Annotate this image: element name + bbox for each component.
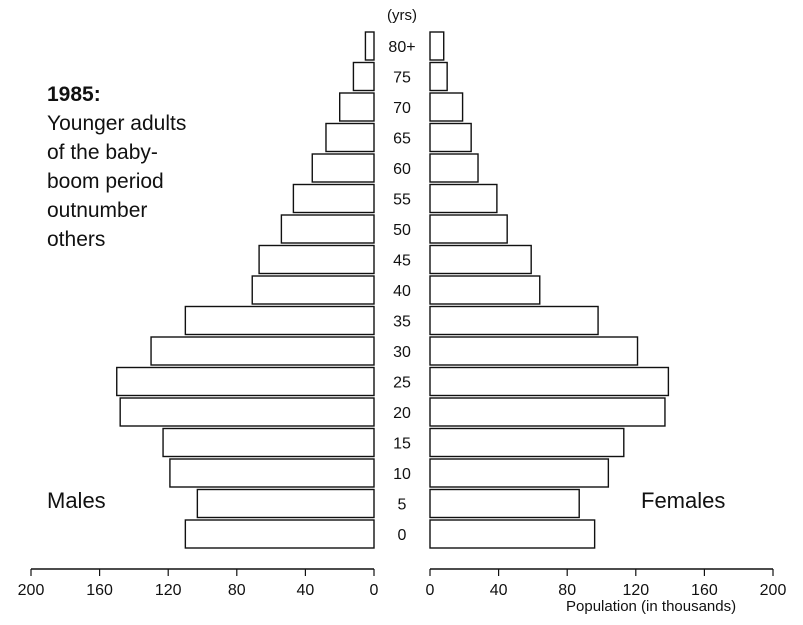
age-label: 30 [393, 344, 411, 361]
bar-female [429, 92, 464, 122]
bar-female [429, 183, 498, 214]
bar-male [292, 183, 375, 214]
bar-female [429, 214, 508, 244]
age-label: 35 [393, 314, 411, 331]
bar-female [429, 427, 625, 458]
female-axis-tick-label: 0 [426, 582, 435, 599]
bar-female [429, 275, 541, 305]
bar-male [258, 244, 375, 275]
age-label: 80+ [388, 39, 415, 56]
bar-female [429, 397, 666, 427]
bar-female [429, 458, 610, 488]
age-label: 10 [393, 466, 411, 483]
bar-male [169, 458, 375, 488]
x-axis-caption: Population (in thousands) [566, 598, 737, 615]
bar-female [429, 122, 472, 153]
female-axis-tick-label: 80 [558, 582, 576, 599]
males-label: Males [47, 488, 106, 513]
bar-male [184, 519, 375, 549]
male-axis-tick-label: 160 [86, 582, 113, 599]
bar-male [280, 214, 375, 244]
female-axis-tick-label: 120 [622, 582, 649, 599]
male-axis-tick-label: 80 [228, 582, 246, 599]
age-label: 40 [393, 283, 411, 300]
bar-male [352, 61, 375, 92]
bar-male [119, 397, 375, 427]
bar-female [429, 305, 599, 336]
male-axis-tick-label: 40 [297, 582, 315, 599]
bar-male [162, 427, 375, 458]
bar-female [429, 153, 479, 183]
bar-female [429, 244, 532, 275]
bar-male [339, 92, 375, 122]
age-label: 55 [393, 192, 411, 209]
bar-male [251, 275, 375, 305]
bar-male [196, 488, 375, 519]
bar-female [429, 336, 639, 366]
annotation-line: Younger adults [47, 112, 187, 135]
female-axis-tick-label: 40 [490, 582, 508, 599]
bar-male [116, 366, 375, 397]
bar-male [364, 31, 375, 61]
bar-female [429, 61, 448, 92]
annotation-line: of the baby- [47, 141, 158, 164]
females-label: Females [641, 488, 726, 513]
bar-female [429, 519, 596, 549]
male-axis-tick-label: 0 [370, 582, 379, 599]
age-label: 0 [398, 527, 407, 544]
age-label: 50 [393, 222, 411, 239]
female-axis-tick-label: 160 [691, 582, 718, 599]
age-label: 65 [393, 131, 411, 148]
annotation-line: boom period [47, 170, 164, 193]
annotation-year: 1985: [47, 83, 101, 106]
bar-male [184, 305, 375, 336]
age-label: 70 [393, 100, 411, 117]
age-label: 45 [393, 253, 411, 270]
age-label: 15 [393, 436, 411, 453]
annotation-line: others [47, 228, 106, 251]
chart-annotation: 1985: Younger adults of the baby- boom p… [47, 80, 186, 254]
annotation-line: outnumber [47, 199, 148, 222]
age-label: 5 [398, 497, 407, 514]
age-label: 75 [393, 70, 411, 87]
bar-male [311, 153, 375, 183]
age-label: 20 [393, 405, 411, 422]
male-axis-tick-label: 200 [18, 582, 45, 599]
bar-female [429, 31, 445, 61]
female-axis-tick-label: 200 [760, 582, 787, 599]
bar-male [150, 336, 375, 366]
bar-female [429, 366, 670, 397]
age-axis-unit: (yrs) [387, 7, 417, 24]
bar-male [325, 122, 375, 153]
age-label: 60 [393, 161, 411, 178]
male-axis-tick-label: 120 [155, 582, 182, 599]
bar-female [429, 488, 580, 519]
age-label: 25 [393, 375, 411, 392]
